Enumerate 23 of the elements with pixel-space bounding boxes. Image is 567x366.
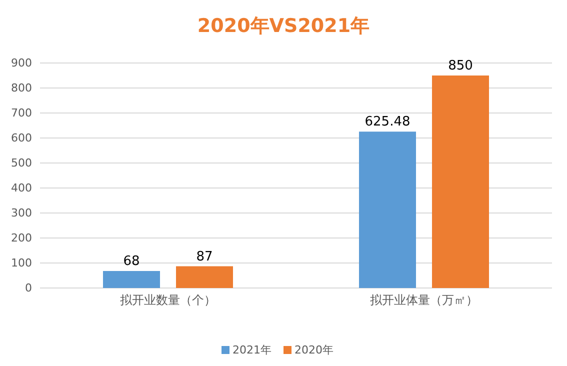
y-tick-label: 700 — [11, 106, 32, 120]
bar — [432, 76, 489, 288]
bar — [176, 266, 233, 288]
y-tick-label: 0 — [25, 282, 32, 294]
y-tick-label: 800 — [11, 82, 32, 94]
x-tick-label: 拟开业数量（个） — [120, 293, 216, 307]
x-tick-label: 拟开业体量（万㎡） — [370, 293, 478, 307]
data-label: 625.48 — [364, 114, 410, 130]
y-tick-label: 900 — [11, 56, 32, 70]
y-tick-label: 600 — [11, 132, 32, 144]
legend-label: 2020年 — [294, 344, 334, 356]
bar — [103, 271, 160, 288]
y-tick-label: 100 — [11, 256, 32, 270]
chart-title: 2020年VS2021年 — [197, 15, 370, 37]
y-tick-label: 500 — [11, 156, 32, 170]
bar — [359, 132, 416, 288]
data-label: 68 — [123, 254, 140, 269]
y-tick-label: 200 — [11, 232, 32, 244]
data-label: 850 — [448, 58, 473, 74]
data-label: 87 — [196, 249, 213, 264]
legend-label: 2021年 — [232, 344, 272, 356]
y-tick-label: 300 — [11, 206, 32, 220]
y-tick-label: 400 — [11, 182, 32, 194]
